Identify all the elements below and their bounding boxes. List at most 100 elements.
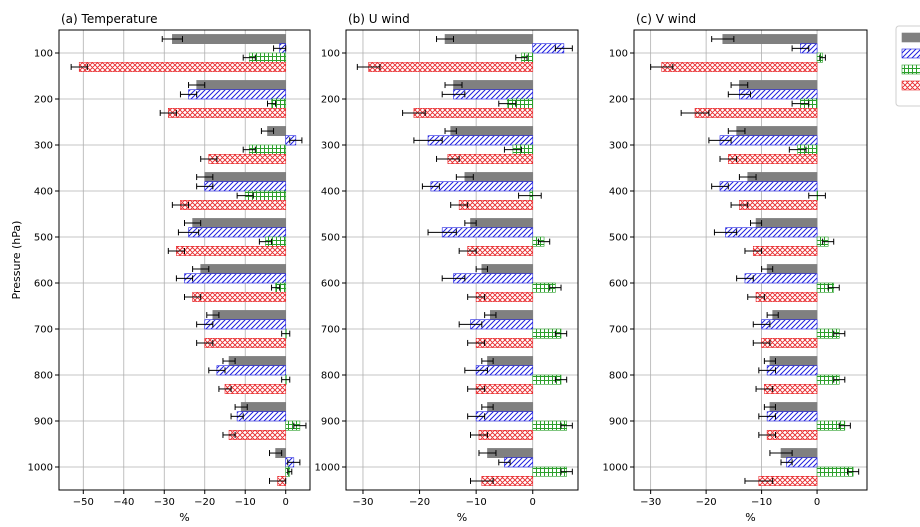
error-bar (518, 192, 542, 199)
error-bar (458, 321, 483, 328)
error-bar (788, 146, 807, 153)
error-bar (730, 201, 749, 208)
error-bar (484, 312, 497, 319)
y-axis-label: Pressure (hPa) (10, 221, 23, 300)
bar-series-2 (453, 89, 534, 100)
error-bar (727, 128, 746, 135)
bar-series-1 (487, 402, 534, 412)
error-bar (554, 45, 573, 52)
bar-series-1 (464, 172, 534, 182)
x-tick-label: 0 (283, 497, 289, 508)
y-tick-label: 600 (321, 279, 340, 290)
error-bar (269, 450, 283, 457)
y-tick-label: 300 (34, 141, 53, 152)
axes-frame (633, 29, 868, 491)
axes-frame (345, 29, 579, 491)
error-bar (769, 450, 793, 457)
y-tick-label: 400 (321, 187, 340, 198)
error-bar (281, 330, 291, 337)
error-bar (763, 358, 776, 365)
bar-series-1 (722, 34, 818, 45)
bar-series-4 (661, 61, 818, 72)
error-bar (827, 284, 840, 291)
error-bar (650, 63, 674, 70)
legend-swatch-series-1 (901, 32, 920, 43)
error-bar (222, 358, 236, 365)
error-bar (730, 82, 749, 89)
bar-series-1 (196, 80, 287, 91)
bar-series-1 (192, 218, 287, 228)
error-bar (478, 450, 497, 457)
error-bar (738, 174, 757, 181)
error-bar (436, 36, 455, 43)
error-bar (427, 229, 457, 236)
error-bar (266, 100, 277, 107)
error-bar (808, 192, 826, 199)
error-bar (421, 183, 440, 190)
error-bar (441, 275, 466, 282)
error-bar (222, 431, 236, 438)
bar-series-1 (739, 80, 818, 91)
bar-series-1 (172, 34, 287, 45)
y-tick-label: 800 (609, 371, 628, 382)
bar-series-1 (769, 402, 818, 412)
bar-series-4 (368, 61, 534, 72)
bar-series-2 (188, 227, 287, 238)
error-bar (498, 459, 511, 466)
y-tick-label: 700 (34, 325, 53, 336)
error-bar (503, 146, 522, 153)
error-bar (833, 376, 846, 383)
bar-series-1 (755, 218, 818, 228)
bar-series-2 (719, 181, 818, 192)
error-bar (450, 201, 469, 208)
bar-series-4 (224, 383, 287, 394)
y-tick-label: 100 (609, 49, 628, 60)
error-bar (293, 422, 307, 429)
error-bar (218, 385, 232, 392)
y-tick-label: 500 (34, 233, 53, 244)
error-bar (711, 183, 729, 190)
bar-series-2 (427, 135, 534, 146)
x-tick-label: −10 (751, 497, 772, 508)
error-bar (273, 45, 287, 52)
y-tick-label: 500 (321, 233, 340, 244)
error-bar (763, 404, 776, 411)
error-bar (469, 431, 488, 438)
bar-series-2 (188, 89, 287, 100)
x-tick-label: −40 (113, 497, 134, 508)
y-tick-label: 900 (34, 417, 53, 428)
error-bar (196, 174, 214, 181)
error-bar (287, 468, 293, 475)
error-bar (402, 109, 426, 116)
bar-series-1 (470, 218, 534, 228)
bar-series-1 (240, 402, 287, 412)
panel-v-wind: −30 −20 −10 0 100 200 300 400 500 600 700 800 900 100… (603, 12, 868, 524)
error-bar (719, 155, 738, 162)
error-bar (184, 293, 202, 300)
panel-temperature: −50 −40 −30 −20 −10 0 100 200 300 400 500 600 700 800… (28, 12, 311, 524)
error-bar (236, 192, 254, 199)
panel-title: (a) Temperature (61, 12, 158, 26)
error-bar (161, 36, 183, 43)
error-bar (444, 82, 463, 89)
legend-swatch-series-4 (901, 80, 920, 91)
error-bar (755, 385, 774, 392)
y-tick-label: 600 (34, 279, 53, 290)
bar-series-1 (212, 310, 287, 320)
error-bar (744, 247, 763, 254)
x-tick-label: −10 (235, 497, 256, 508)
error-bar (467, 339, 486, 346)
y-tick-label: 200 (321, 95, 340, 106)
x-tick-label: −30 (154, 497, 175, 508)
error-bar (70, 63, 88, 70)
x-tick-label: −20 (696, 497, 717, 508)
error-bar (481, 404, 494, 411)
bar-series-4 (458, 200, 534, 210)
error-bar (413, 137, 443, 144)
error-bar (747, 293, 765, 300)
error-bar (436, 155, 460, 162)
error-bar (196, 339, 214, 346)
bar-series-1 (766, 264, 818, 274)
error-bar (819, 54, 826, 61)
error-bar (455, 174, 474, 181)
